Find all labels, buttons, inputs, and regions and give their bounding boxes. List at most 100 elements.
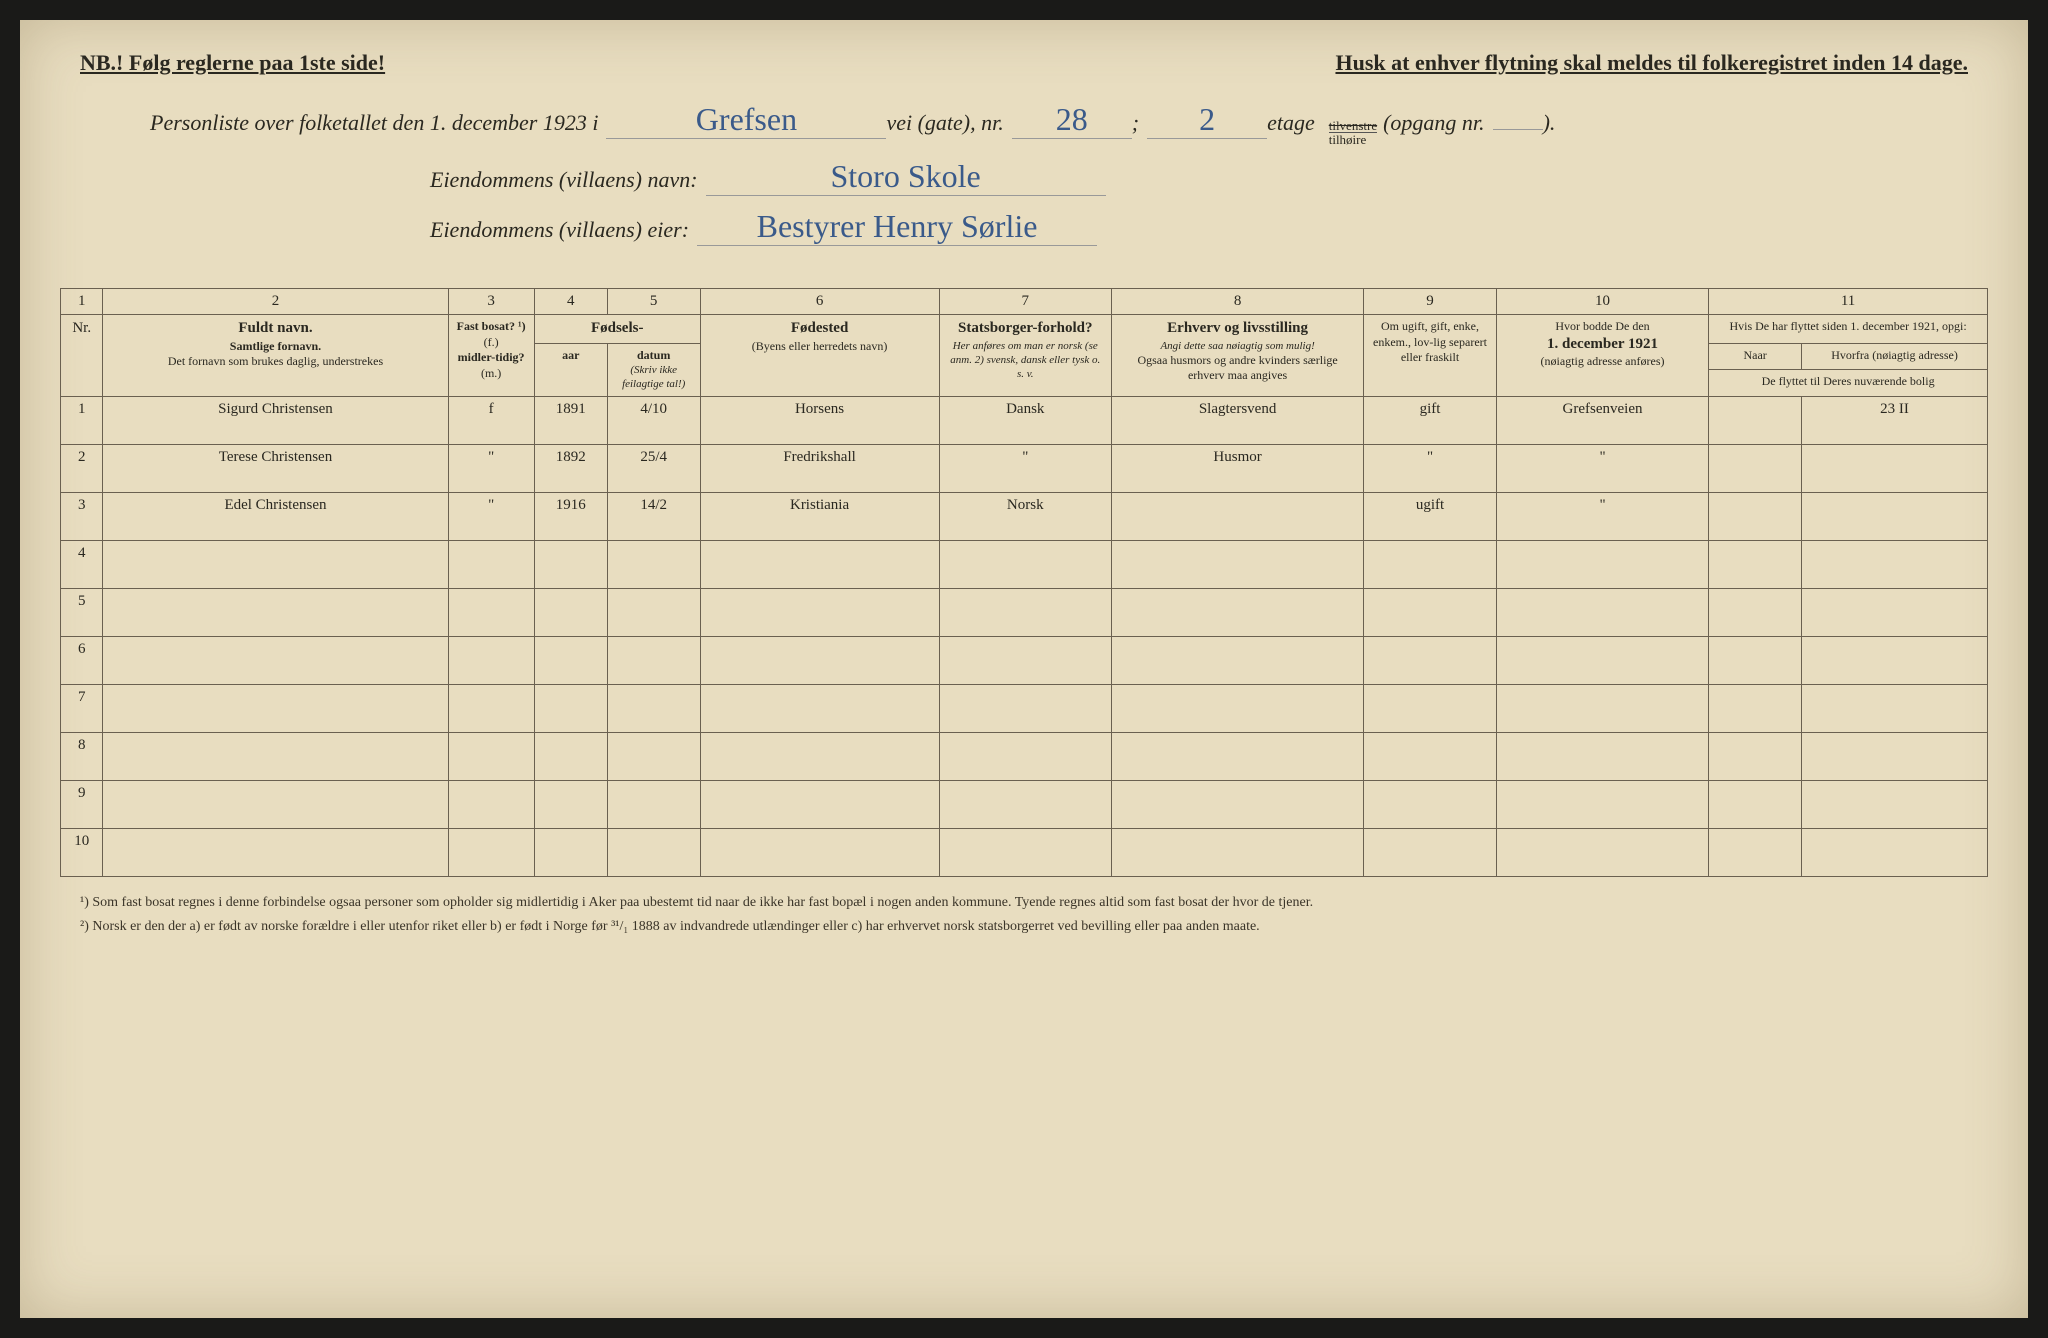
side-value: tilhøire [1329,132,1377,146]
empty-cell [939,684,1112,732]
empty-cell [1709,540,1802,588]
empty-cell [700,540,939,588]
empty-cell [939,540,1112,588]
table-row: 1 Sigurd Christensen f 1891 4/10 Horsens… [61,396,1988,444]
entrance-number [1493,129,1543,130]
empty-cell [1496,636,1708,684]
empty-cell [534,828,607,876]
row-number: 1 [61,396,103,444]
empty-cell [1709,684,1802,732]
empty-cell [103,684,448,732]
empty-cell [700,636,939,684]
empty-cell [1709,588,1802,636]
empty-cell [700,828,939,876]
colnum-11: 11 [1709,289,1988,315]
table-row-empty: 8 [61,732,1988,780]
empty-cell [607,684,700,732]
row-number: 5 [61,588,103,636]
property-name: Storo Skole [706,158,1106,196]
empty-cell [1496,780,1708,828]
floor-label: etage [1267,110,1315,136]
hdr-pa-date: 1. december 1921 [1503,335,1702,355]
colnum-2: 2 [103,289,448,315]
cell-name: Terese Christensen [103,444,448,492]
cell-residence: " [448,492,534,540]
empty-cell [607,828,700,876]
hdr-occ-title: Erhverv og livsstilling [1118,319,1357,339]
census-form-page: NB.! Følg reglerne paa 1ste side! Husk a… [20,20,2028,1318]
hdr-bp-sub: (Byens eller herredets navn) [707,339,933,355]
cell-year: 1891 [534,396,607,444]
empty-cell [700,732,939,780]
cell-occupation [1112,492,1364,540]
row-number: 9 [61,780,103,828]
empty-cell [700,588,939,636]
cell-citizenship: " [939,444,1112,492]
empty-cell [448,828,534,876]
empty-cell [103,540,448,588]
cell-moved-when [1709,444,1802,492]
empty-cell [1709,780,1802,828]
footnote-2: ²) Norsk er den der a) er født av norske… [80,916,1968,937]
hdr-res-1: Fast bosat? ¹) [455,319,528,335]
property-label: Eiendommens (villaens) navn: [430,167,698,193]
close-paren: ). [1543,110,1556,136]
empty-cell [103,588,448,636]
empty-cell [1802,732,1988,780]
empty-cell [534,588,607,636]
empty-cell [1112,732,1364,780]
empty-cell [607,540,700,588]
empty-cell [939,732,1112,780]
cell-moved-when [1709,396,1802,444]
hdr-occ-sub: Ogsaa husmors og andre kvinders særlige … [1118,353,1357,384]
empty-cell [607,732,700,780]
empty-cell [103,828,448,876]
empty-cell [1364,780,1497,828]
hdr-moved: Hvis De har flyttet siden 1. december 19… [1709,315,1988,344]
empty-cell [1364,540,1497,588]
cell-occupation: Slagtersvend [1112,396,1364,444]
street-label: vei (gate), nr. [886,110,1003,136]
cell-residence: " [448,444,534,492]
cell-moved-from [1802,444,1988,492]
cell-birthplace: Horsens [700,396,939,444]
empty-cell [1496,540,1708,588]
table-row-empty: 9 [61,780,1988,828]
empty-cell [1802,636,1988,684]
hdr-citizenship: Statsborger-forhold? Her anføres om man … [939,315,1112,397]
row-number: 10 [61,828,103,876]
floor-number: 2 [1147,101,1267,139]
cell-marital: ugift [1364,492,1497,540]
column-number-row: 1 2 3 4 5 6 7 8 9 10 11 [61,289,1988,315]
footnotes: ¹) Som fast bosat regnes i denne forbind… [60,892,1988,937]
empty-cell [1496,732,1708,780]
semicolon: ; [1132,110,1139,136]
hdr-marital: Om ugift, gift, enke, enkem., lov-lig se… [1364,315,1497,397]
cell-birthplace: Kristiania [700,492,939,540]
hdr-name-sub1: Samtlige fornavn. [109,339,441,355]
hdr-cit-title: Statsborger-forhold? [946,319,1106,339]
empty-cell [1802,828,1988,876]
property-line: Eiendommens (villaens) navn: Storo Skole [430,158,1898,196]
cell-moved-from: 23 II [1802,396,1988,444]
colnum-5: 5 [607,289,700,315]
cell-year: 1916 [534,492,607,540]
hdr-name-title: Fuldt navn. [109,319,441,339]
cell-citizenship: Dansk [939,396,1112,444]
empty-cell [534,684,607,732]
empty-cell [1364,828,1497,876]
cell-date: 4/10 [607,396,700,444]
street-name: Grefsen [606,101,886,139]
empty-cell [103,636,448,684]
hdr-moved-when: Naar [1709,343,1802,370]
cell-marital: gift [1364,396,1497,444]
empty-cell [534,732,607,780]
empty-cell [1496,828,1708,876]
cell-citizenship: Norsk [939,492,1112,540]
cell-residence: f [448,396,534,444]
owner-name: Bestyrer Henry Sørlie [697,208,1097,246]
row-number: 7 [61,684,103,732]
table-row-empty: 7 [61,684,1988,732]
table-header: 1 2 3 4 5 6 7 8 9 10 11 Nr. Fuldt navn. … [61,289,1988,397]
form-header: Personliste over folketallet den 1. dece… [60,101,1988,278]
